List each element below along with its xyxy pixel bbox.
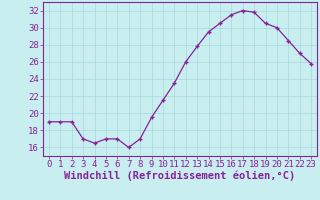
X-axis label: Windchill (Refroidissement éolien,°C): Windchill (Refroidissement éolien,°C): [64, 171, 296, 181]
